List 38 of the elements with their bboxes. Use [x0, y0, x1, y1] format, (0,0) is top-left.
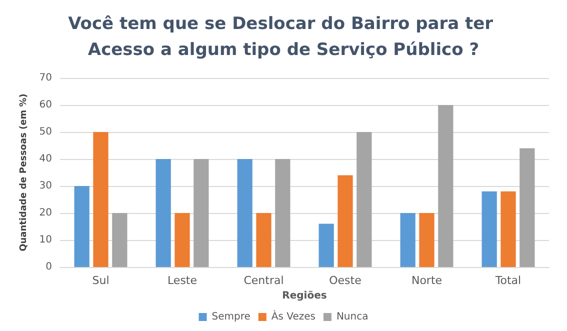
bar	[156, 159, 171, 267]
bar	[520, 148, 535, 267]
bar	[74, 186, 90, 267]
x-tick-label: Oeste	[329, 274, 362, 287]
bar	[338, 175, 353, 267]
bar	[400, 213, 416, 267]
x-axis-title: Regiões	[282, 290, 327, 302]
bar	[237, 159, 252, 267]
bar	[256, 213, 272, 267]
y-axis-title: Quantidade de Pessoas (em %)	[18, 94, 29, 252]
legend-label: Nunca	[336, 312, 368, 322]
bar	[356, 132, 372, 267]
y-tick-label: 10	[39, 234, 52, 246]
legend-label: Às Vezes	[271, 310, 316, 322]
y-tick-label: 40	[39, 154, 52, 164]
legend-label: Sempre	[212, 312, 250, 322]
x-tick-label: Leste	[167, 274, 198, 287]
bar	[438, 105, 454, 267]
bar	[482, 191, 497, 267]
bar	[174, 213, 190, 267]
bar	[275, 159, 290, 267]
bar	[500, 191, 516, 267]
y-tick-label: 30	[39, 180, 52, 192]
bar	[194, 159, 209, 267]
bar	[112, 213, 128, 267]
bar	[419, 213, 434, 267]
bar	[93, 132, 108, 267]
bar	[318, 224, 334, 267]
x-tick-label: Total	[494, 274, 522, 287]
x-tick-label: Norte	[411, 274, 442, 287]
y-tick-label: 50	[39, 126, 52, 138]
y-tick-label: 0	[46, 262, 52, 272]
chart-title: Você tem que se Deslocar do Bairro para ter Acesso a algum tipo de Serviço Público ?	[68, 14, 499, 60]
x-tick-label: Central	[244, 274, 284, 287]
y-tick-label: 20	[39, 208, 52, 218]
x-tick-label: Sul	[92, 274, 110, 287]
y-tick-label: 60	[39, 100, 52, 110]
y-tick-label: 70	[39, 72, 52, 84]
